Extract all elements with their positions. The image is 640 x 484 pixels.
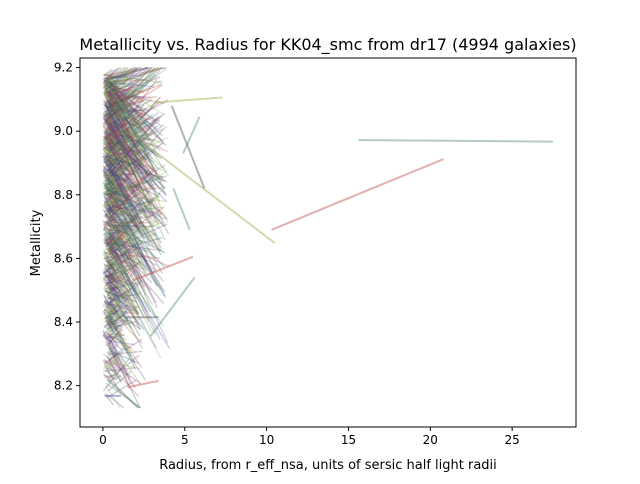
- y-tick-label: 8.4: [54, 315, 73, 329]
- y-tick-label: 8.2: [54, 379, 73, 393]
- y-tick-label: 8.6: [54, 251, 73, 265]
- x-tick-label: 0: [99, 433, 107, 447]
- x-tick-label: 20: [423, 433, 438, 447]
- y-tick-label: 9.2: [54, 61, 73, 75]
- y-tick-label: 9.0: [54, 124, 73, 138]
- x-tick-label: 25: [505, 433, 520, 447]
- chart-title: Metallicity vs. Radius for KK04_smc from…: [79, 35, 576, 55]
- y-tick-label: 8.8: [54, 188, 73, 202]
- x-axis-label: Radius, from r_eff_nsa, units of sersic …: [159, 458, 497, 473]
- x-tick-label: 5: [181, 433, 189, 447]
- x-tick-label: 10: [259, 433, 274, 447]
- galaxy-line: [104, 222, 151, 223]
- x-tick-label: 15: [341, 433, 356, 447]
- y-axis-label: Metallicity: [29, 209, 44, 276]
